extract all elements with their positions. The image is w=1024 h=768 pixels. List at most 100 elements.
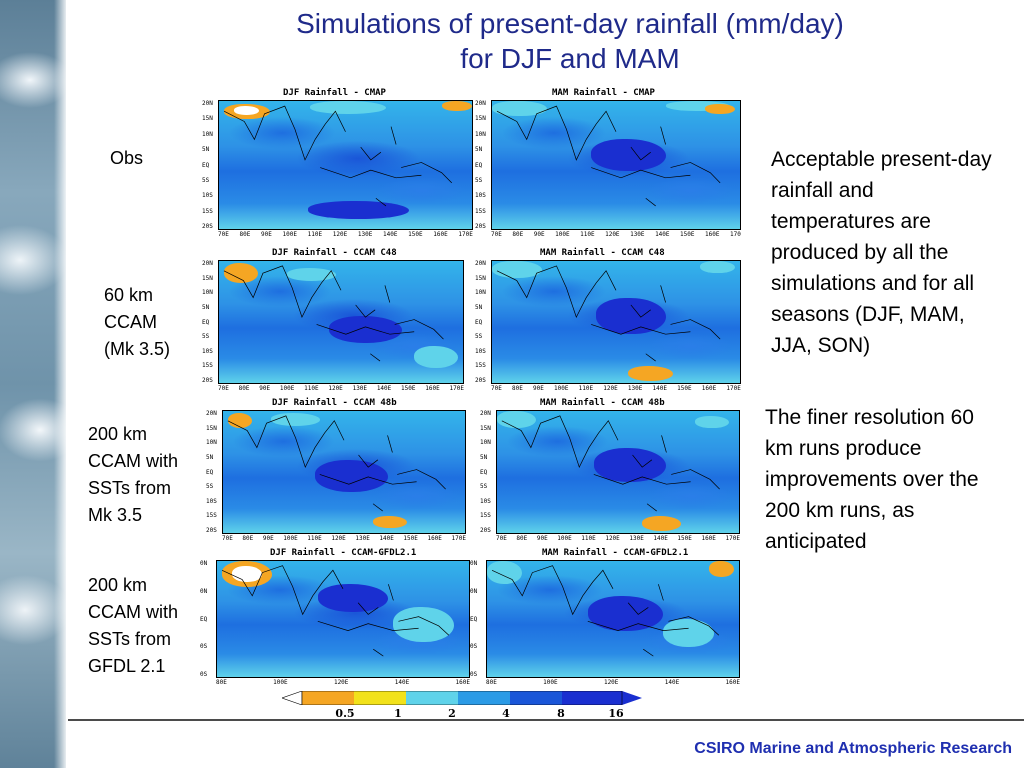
latitude-tick-label: 15N <box>206 424 217 432</box>
longitude-tick-label: 70E <box>491 385 502 392</box>
longitude-tick-label: 80E <box>238 385 250 392</box>
map-title: MAM Rainfall - CCAM 48b <box>540 398 665 408</box>
latitude-tick-label: 5S <box>206 483 214 491</box>
contour-region <box>441 101 472 112</box>
longitude-tick-label: 170E <box>725 535 740 542</box>
latitude-tick-label: 5N <box>206 453 214 461</box>
longitude-tick-label: 140E <box>383 231 398 238</box>
longitude-tick-label: 140E <box>376 385 392 392</box>
contour-region <box>708 561 734 578</box>
latitude-tick-label: 0N <box>200 587 208 595</box>
longitude-tick-label: 70E <box>491 231 502 238</box>
contour-region <box>587 595 664 631</box>
longitude-ticks: 70E 80E 90E 100E 110E 120E 130E 140E 150E 160E 170… <box>218 385 464 392</box>
latitude-ticks: 20N 15N 10N 5N EQ 5S 10S 15S 20S <box>202 100 213 230</box>
summary-text-2: The finer resolution 60 km runs produce … <box>765 406 979 553</box>
longitude-tick-label: 130E <box>630 231 645 238</box>
latitude-tick-label: 10S <box>475 192 486 200</box>
title-line-1: Simulations of present-day rainfall (mm/… <box>296 8 844 39</box>
colorbar-segment <box>406 691 458 705</box>
rainfall-map <box>486 560 740 678</box>
latitude-tick-label: 10S <box>206 497 217 505</box>
longitude-tick-label: 100E <box>283 535 298 542</box>
longitude-tick-label: 170E <box>458 231 473 238</box>
latitude-tick-label: 20N <box>202 260 213 267</box>
latitude-tick-label: 0S <box>470 643 478 651</box>
longitude-tick-label: 150E <box>680 231 695 238</box>
longitude-tick-label: 160E <box>427 535 442 542</box>
colorbar-labels: 0.5 1 2 4 8 16 <box>282 707 642 721</box>
contour-region <box>492 101 547 117</box>
longitude-tick-label: 140E <box>652 385 667 392</box>
latitude-ticks: 20N 15N 10N 5N EQ 5S 10S 15S 20S <box>206 410 217 534</box>
coastline-outline <box>487 561 739 677</box>
contour-region <box>314 459 388 492</box>
colorbar-segment-highest <box>562 691 642 705</box>
coastline-outline <box>219 101 472 229</box>
latitude-ticks: 0N 0N EQ 0S 0S <box>200 560 207 678</box>
colorbar-label: 0.5 <box>335 707 355 720</box>
coastline-outline <box>223 411 465 533</box>
footer-organization: CSIRO Marine and Atmospheric Research <box>694 740 1012 757</box>
contour-region <box>665 101 731 112</box>
contour-region <box>317 584 389 613</box>
contour-region <box>695 415 730 429</box>
longitude-tick-label: 140E <box>655 231 670 238</box>
contour-region <box>307 200 409 219</box>
latitude-tick-label: 15S <box>206 512 217 520</box>
longitude-tick-label: 150E <box>677 535 692 542</box>
contour-region <box>232 565 263 582</box>
longitude-tick-label: 120E <box>331 535 346 542</box>
rainfall-map <box>491 100 741 230</box>
latitude-ticks: 20N 15N 10N 5N EQ 5S 10S 15S 20S <box>475 100 486 230</box>
longitude-tick-label: 170E <box>449 385 464 392</box>
footer-divider <box>68 719 1024 721</box>
longitude-ticks: 70E 80E 90E 100E 110E 120E 130E 140E 150E 160E 170 <box>491 231 741 238</box>
longitude-tick-label: 80E <box>512 231 524 238</box>
colorbar-label: 16 <box>608 707 624 720</box>
sidebar-fade <box>54 0 68 768</box>
longitude-tick-label: 90E <box>261 231 272 238</box>
longitude-tick-label: 120E <box>328 385 343 392</box>
latitude-tick-label: 5S <box>202 176 210 184</box>
map-contour-field <box>497 411 739 533</box>
longitude-tick-label: 140E <box>653 535 668 542</box>
longitude-ticks: 70E 80E 90E 100E 110E 120E 130E 140E 150E 160E 170… <box>491 385 741 392</box>
longitude-tick-label: 100E <box>554 385 569 392</box>
longitude-ticks: 80E 100E 120E 140E 160E <box>216 679 470 686</box>
latitude-tick-label: 5S <box>480 483 488 491</box>
map-title: DJF Rainfall - CMAP <box>283 88 386 98</box>
contour-region <box>414 346 459 369</box>
latitude-tick-label: 10N <box>202 289 213 297</box>
longitude-tick-label: 140E <box>379 535 394 542</box>
coastline-outline <box>492 101 740 229</box>
contour-region <box>223 263 259 283</box>
longitude-tick-label: 120E <box>605 535 620 542</box>
latitude-tick-label: 0N <box>470 560 478 567</box>
latitude-tick-label: 20S <box>475 377 486 384</box>
longitude-tick-label: 160E <box>455 679 470 686</box>
latitude-tick-label: 20S <box>206 527 217 534</box>
longitude-tick-label: 170 <box>730 231 741 238</box>
map-contour-field <box>217 561 469 677</box>
colorbar-segment <box>510 691 562 705</box>
map-title: DJF Rainfall - CCAM C48 <box>272 248 397 258</box>
latitude-tick-label: EQ <box>475 318 483 326</box>
map-title: MAM Rainfall - CMAP <box>552 88 655 98</box>
latitude-tick-label: EQ <box>206 468 214 476</box>
contour-region <box>705 103 736 114</box>
map-contour-field <box>219 261 463 383</box>
title-line-2: for DJF and MAM <box>460 43 680 74</box>
longitude-tick-label: 100E <box>282 231 297 238</box>
longitude-tick-label: 100E <box>555 231 570 238</box>
longitude-ticks: 80E 100E 120E 140E 160E <box>486 679 740 686</box>
map-contour-field <box>487 561 739 677</box>
colorbar-segment <box>458 691 510 705</box>
page-title: Simulations of present-day rainfall (mm/… <box>150 6 990 76</box>
longitude-tick-label: 110E <box>307 535 322 542</box>
rainfall-colorbar <box>282 691 642 705</box>
contour-region <box>287 268 337 281</box>
latitude-tick-label: 20N <box>480 410 491 417</box>
latitude-tick-label: 0S <box>200 643 208 651</box>
contour-region <box>373 515 407 529</box>
